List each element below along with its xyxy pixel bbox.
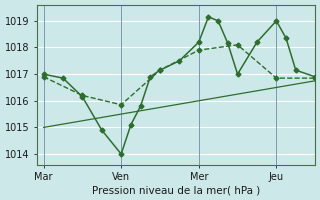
X-axis label: Pression niveau de la mer( hPa ): Pression niveau de la mer( hPa ) xyxy=(92,185,260,195)
